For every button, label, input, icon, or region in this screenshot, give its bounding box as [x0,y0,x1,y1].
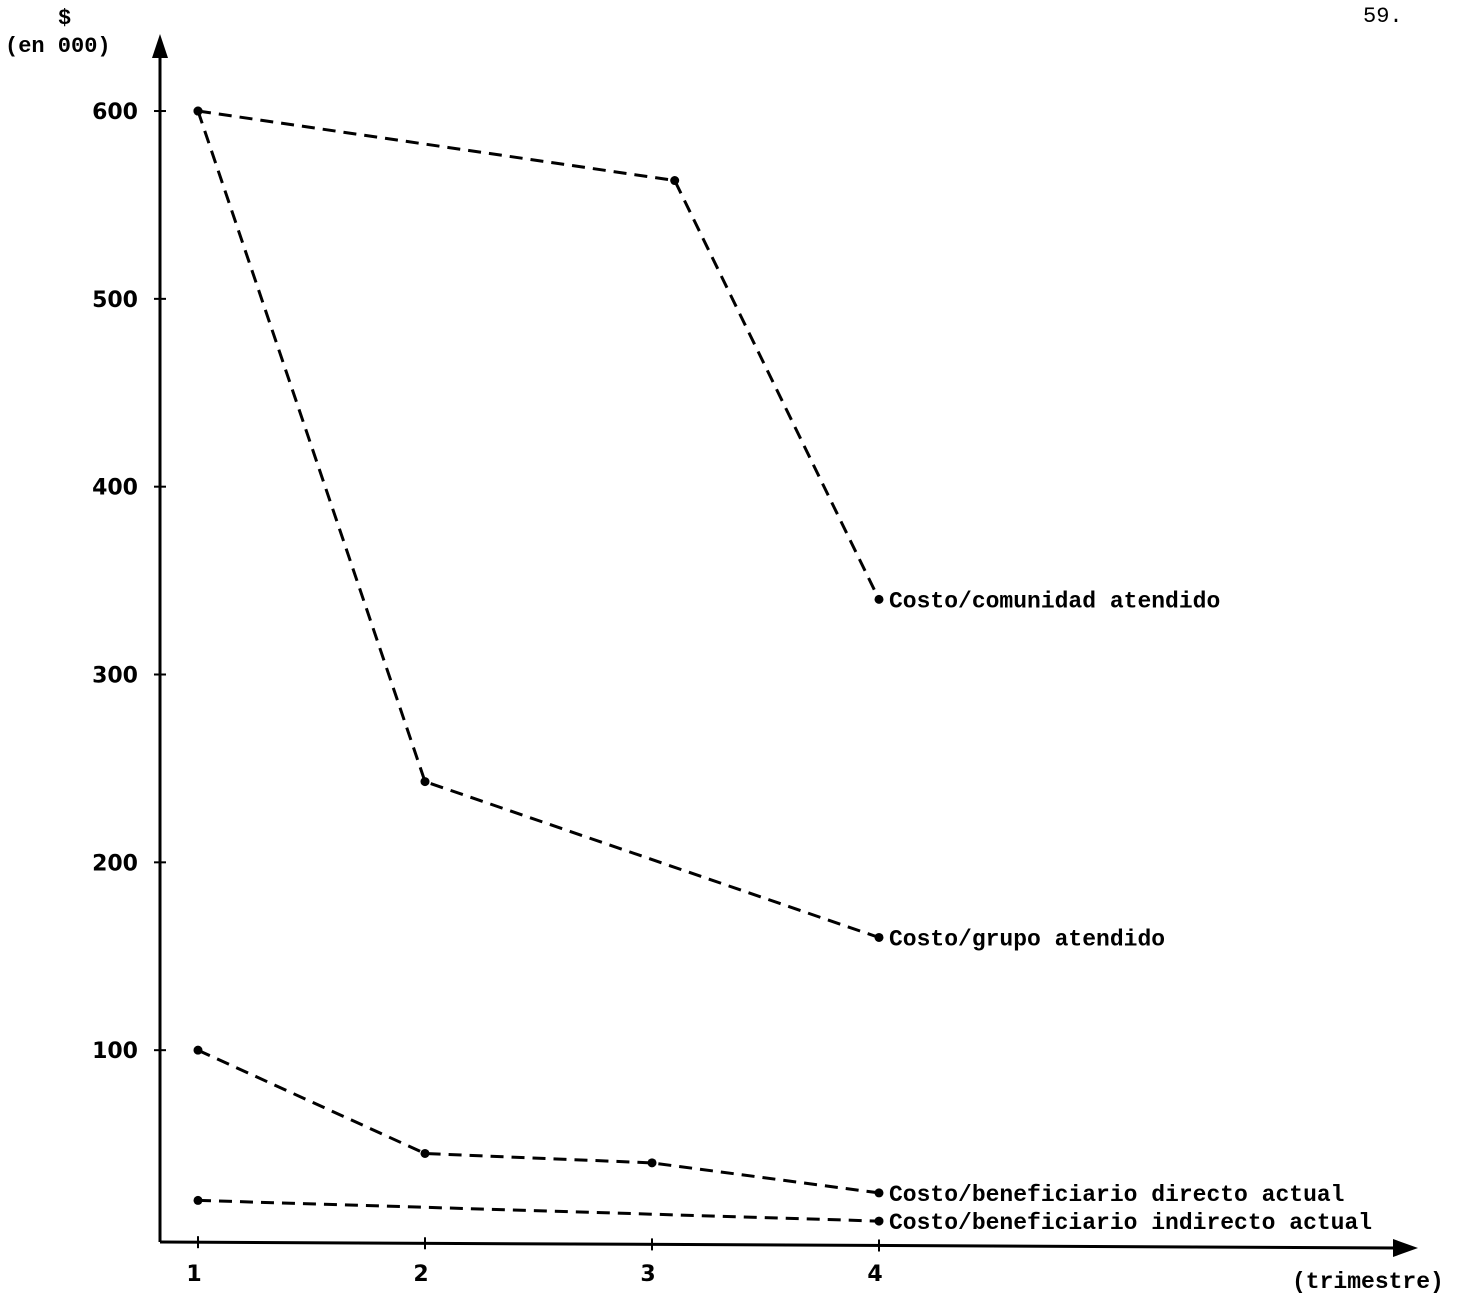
series-point [874,1188,884,1198]
y-axis-currency-label: $ [58,6,71,31]
series-line [197,1048,880,1195]
x-axis-ticks: 1 2 3 4 [186,1236,883,1287]
series-label: Costo/grupo atendido [889,926,1165,952]
y-tick-label: 100 [92,1039,138,1064]
series-line [197,1198,880,1223]
series-point [420,777,430,787]
x-axis-arrow-icon [1393,1239,1418,1257]
x-tick-label: 2 [413,1262,428,1287]
y-axis-units-label: (en 000) [5,34,111,59]
page-number: 59. [1363,4,1403,29]
series-point [647,1158,657,1168]
series-point [670,176,680,186]
series-label: Costo/beneficiario indirecto actual [889,1210,1372,1236]
x-axis-label: (trimestre) [1292,1269,1444,1295]
series-line [197,109,881,601]
series-point [874,594,884,604]
series-line [196,110,880,939]
y-axis-ticks: 100 200 300 400 500 600 [92,100,166,1064]
y-tick-label: 600 [92,100,138,125]
series-point [874,932,884,942]
x-tick-label: 3 [640,1262,655,1287]
series-point [193,1045,203,1055]
y-tick-label: 500 [92,288,138,313]
y-tick-label: 200 [92,851,138,876]
series-point [420,1148,430,1158]
y-tick-label: 400 [92,476,138,501]
x-tick-label: 1 [186,1262,201,1287]
series-label: Costo/comunidad atendido [889,588,1220,614]
y-axis-arrow-icon [152,34,168,58]
series-point [193,1195,203,1205]
series-point [874,1216,884,1226]
y-tick-label: 300 [92,664,138,689]
x-tick-label: 4 [867,1262,882,1287]
series-label: Costo/beneficiario directo actual [889,1182,1344,1208]
series-layer: Costo/comunidad atendido Costo/grupo aten… [193,106,1372,1236]
x-axis-line [159,1240,1398,1250]
series-point [193,106,203,116]
